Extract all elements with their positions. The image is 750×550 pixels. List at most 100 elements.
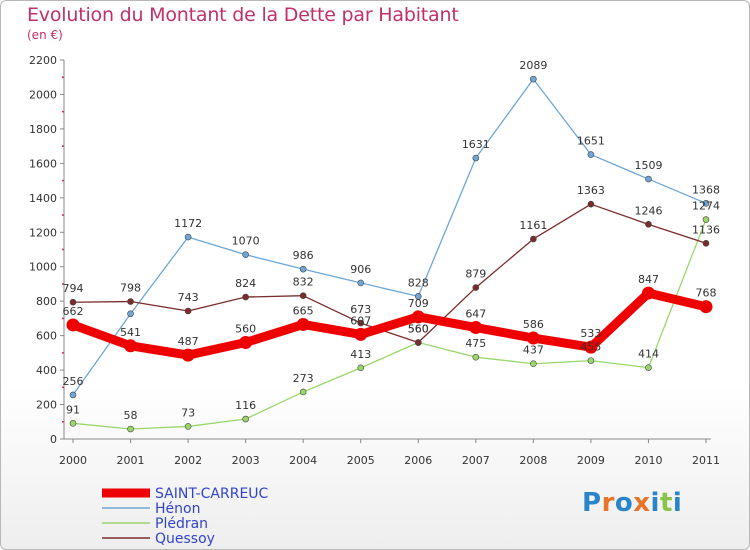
axes: 0 200 400 600 800 1000 1200 1400 1600 1800 2000 220… xyxy=(29,54,720,467)
data-point xyxy=(702,200,710,207)
y-tick-label: 2000 xyxy=(29,88,57,101)
data-point xyxy=(587,151,595,158)
x-tick-label: 2008 xyxy=(519,454,547,467)
data-label: 413 xyxy=(350,348,371,361)
data-point xyxy=(299,292,307,299)
x-tick-label: 2001 xyxy=(117,454,145,467)
data-point xyxy=(411,310,425,324)
data-point xyxy=(414,339,422,346)
data-point xyxy=(127,425,134,433)
data-point xyxy=(699,300,713,314)
series-line-1 xyxy=(72,78,707,396)
data-label: 73 xyxy=(181,406,195,419)
data-label: 475 xyxy=(465,337,486,350)
data-point xyxy=(702,216,710,223)
data-label: 414 xyxy=(638,348,659,361)
data-label: 1172 xyxy=(174,217,202,230)
data-point xyxy=(357,279,365,287)
data-point xyxy=(184,307,192,315)
data-label: 768 xyxy=(696,287,717,300)
data-label: 906 xyxy=(350,263,371,276)
data-label: 273 xyxy=(293,372,314,385)
data-label: 560 xyxy=(408,323,429,336)
data-label: 828 xyxy=(408,276,429,289)
data-label: 437 xyxy=(523,344,544,357)
data-label: 847 xyxy=(638,273,659,286)
legend-label: Quessoy xyxy=(155,531,215,547)
data-point xyxy=(354,327,368,341)
x-tick-label: 2007 xyxy=(462,454,490,467)
data-label: 794 xyxy=(63,282,84,295)
data-point xyxy=(414,293,422,300)
x-tick-label: 2000 xyxy=(59,454,87,467)
data-label: 647 xyxy=(465,308,486,321)
data-point xyxy=(296,317,310,331)
y-tick-label: 200 xyxy=(36,399,57,412)
x-tick-label: 2005 xyxy=(347,454,375,467)
data-point xyxy=(587,357,595,364)
data-label: 1246 xyxy=(634,204,662,217)
data-label: 586 xyxy=(523,318,544,331)
data-point xyxy=(242,415,249,423)
data-label: 2089 xyxy=(519,59,547,72)
data-label: 662 xyxy=(63,305,84,318)
data-label: 560 xyxy=(235,323,256,336)
legend-label: Hénon xyxy=(155,501,200,517)
y-tick-label: 1800 xyxy=(29,123,57,136)
data-label: 1631 xyxy=(462,138,490,151)
logo-letter: i xyxy=(672,488,683,518)
data-label: 1368 xyxy=(692,183,720,196)
data-label: 1136 xyxy=(692,223,720,236)
data-label: 986 xyxy=(293,249,314,262)
data-label: 455 xyxy=(580,341,601,354)
data-label: 824 xyxy=(235,277,256,290)
proxiti-logo: Proxiti xyxy=(582,488,682,518)
data-point xyxy=(69,420,77,427)
data-point xyxy=(66,318,80,332)
data-label: 1161 xyxy=(519,219,547,232)
data-label: 743 xyxy=(178,291,199,304)
y-tick-label: 0 xyxy=(50,433,57,446)
data-point xyxy=(645,364,652,371)
data-label: 879 xyxy=(465,268,486,281)
data-label: 541 xyxy=(120,326,141,339)
data-point xyxy=(242,251,249,258)
data-point xyxy=(239,336,253,350)
data-point xyxy=(472,284,480,291)
data-label: 560 xyxy=(408,323,429,336)
series-line-2 xyxy=(72,218,707,430)
data-label: 1070 xyxy=(232,235,260,248)
x-tick-label: 2003 xyxy=(232,454,260,467)
data-point xyxy=(641,286,655,300)
x-tick-label: 2009 xyxy=(577,454,605,467)
data-point xyxy=(127,310,134,318)
data-point xyxy=(469,321,483,335)
data-point xyxy=(124,339,138,353)
logo-letter: o xyxy=(614,488,634,518)
y-tick-label: 1400 xyxy=(29,192,57,205)
series-layer xyxy=(66,75,713,433)
x-tick-label: 2006 xyxy=(404,454,432,467)
data-label: 1651 xyxy=(577,135,605,148)
series-line-3 xyxy=(72,203,707,344)
data-point xyxy=(584,340,598,354)
logo-letter: r xyxy=(601,488,615,518)
data-point xyxy=(530,235,537,243)
x-tick-label: 2004 xyxy=(289,454,317,467)
data-point xyxy=(181,348,195,362)
data-label: 116 xyxy=(235,399,256,412)
data-point xyxy=(587,200,595,208)
data-point xyxy=(702,239,710,247)
data-label: 709 xyxy=(408,297,429,310)
x-tick-label: 2010 xyxy=(634,454,662,467)
data-point xyxy=(357,364,365,372)
data-point xyxy=(472,154,480,162)
y-tick-label: 600 xyxy=(36,330,57,343)
chart-unit: (en €) xyxy=(27,28,63,42)
data-point xyxy=(357,319,365,327)
data-point xyxy=(526,331,540,345)
data-point xyxy=(645,221,652,228)
data-point xyxy=(299,265,307,273)
